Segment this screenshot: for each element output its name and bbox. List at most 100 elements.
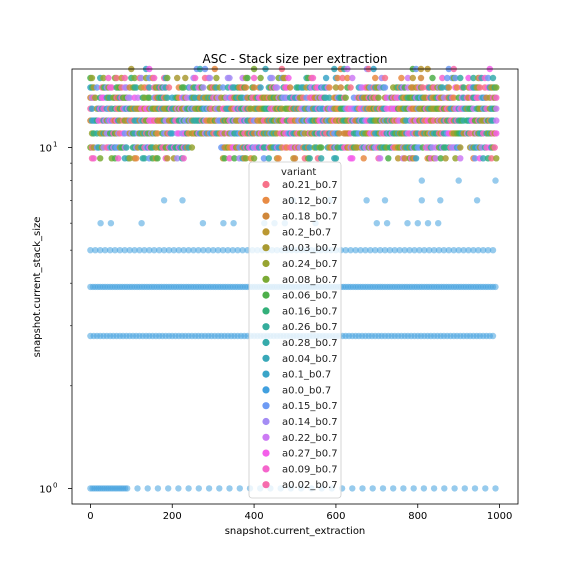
legend-entry-label: a0.03_b0.7 — [282, 243, 338, 254]
point — [242, 155, 250, 162]
point — [306, 144, 313, 151]
point — [381, 247, 389, 254]
point — [471, 155, 479, 162]
point — [322, 74, 330, 82]
point — [92, 247, 99, 254]
point — [286, 84, 294, 91]
x-tick-label: 1000 — [487, 511, 512, 522]
plot-area-frame — [71, 68, 519, 505]
point — [231, 155, 238, 162]
point — [349, 485, 356, 492]
point — [484, 247, 492, 254]
point — [275, 155, 282, 162]
point — [90, 155, 97, 162]
legend-entry-label: a0.09_b0.7 — [282, 464, 338, 475]
point — [367, 247, 374, 254]
point — [352, 247, 359, 254]
point — [126, 247, 133, 254]
point — [123, 144, 130, 151]
chart-title: ASC - Stack size per extraction — [203, 52, 388, 66]
legend-entry-label: a0.2_b0.7 — [282, 227, 331, 238]
point — [383, 220, 391, 227]
point — [260, 155, 268, 162]
point — [250, 84, 258, 91]
point — [445, 84, 452, 91]
legend-entry-label: a0.06_b0.7 — [282, 291, 338, 302]
legend-marker — [262, 323, 270, 331]
legend-marker — [262, 196, 270, 204]
point — [489, 332, 497, 340]
legend-marker — [262, 449, 270, 457]
point — [97, 247, 104, 254]
x-tick-label: 400 — [245, 511, 264, 522]
point — [250, 74, 258, 82]
point — [442, 155, 449, 162]
point — [205, 485, 213, 492]
point — [455, 177, 462, 184]
legend-marker — [262, 433, 270, 441]
legend-box — [248, 161, 342, 499]
legend-marker — [262, 338, 270, 347]
point — [146, 247, 153, 254]
point — [131, 74, 138, 82]
legend-entry-label: a0.15_b0.7 — [282, 401, 338, 412]
point — [219, 247, 227, 254]
point — [400, 485, 407, 492]
point — [136, 247, 143, 254]
point — [363, 197, 370, 204]
point — [229, 247, 236, 254]
point — [205, 247, 212, 254]
point — [250, 155, 258, 162]
point — [420, 485, 428, 492]
point — [332, 84, 340, 91]
point — [88, 74, 96, 82]
point — [257, 74, 264, 82]
point — [107, 220, 115, 227]
point — [385, 155, 392, 162]
point — [306, 155, 313, 162]
point — [394, 155, 402, 162]
point — [401, 247, 408, 254]
point — [180, 155, 187, 162]
point — [450, 247, 457, 254]
point — [492, 485, 499, 492]
point — [439, 84, 446, 91]
point — [470, 247, 477, 254]
point — [101, 247, 109, 254]
point — [362, 247, 369, 254]
point — [398, 74, 405, 82]
point — [156, 247, 163, 254]
point — [133, 84, 140, 91]
legend-marker — [262, 307, 270, 315]
point — [342, 94, 349, 101]
point — [416, 247, 423, 254]
legend-entry-label: a0.24_b0.7 — [282, 259, 338, 270]
point — [451, 485, 458, 492]
point — [437, 155, 444, 162]
legend-entry-label: a0.02_b0.7 — [282, 480, 338, 491]
point — [376, 247, 384, 254]
point — [429, 74, 436, 82]
point — [347, 247, 354, 254]
point — [460, 84, 467, 91]
point — [268, 74, 276, 82]
point — [219, 84, 227, 91]
point — [386, 247, 394, 254]
point — [291, 155, 299, 162]
point — [213, 74, 220, 82]
point — [410, 485, 417, 492]
point — [489, 74, 497, 82]
point — [430, 485, 438, 492]
point — [493, 94, 500, 101]
legend-entries: a0.21_b0.7 a0.12_b0.7 a0.18_b0.7 a0.2_b0.7a… — [262, 180, 338, 491]
point — [175, 485, 182, 492]
point — [404, 220, 411, 227]
point — [460, 247, 467, 254]
point — [337, 84, 344, 91]
point — [342, 247, 349, 254]
point — [226, 155, 233, 162]
point — [133, 155, 140, 162]
point — [381, 84, 389, 91]
y-tick-exponent: 1 — [53, 141, 57, 149]
